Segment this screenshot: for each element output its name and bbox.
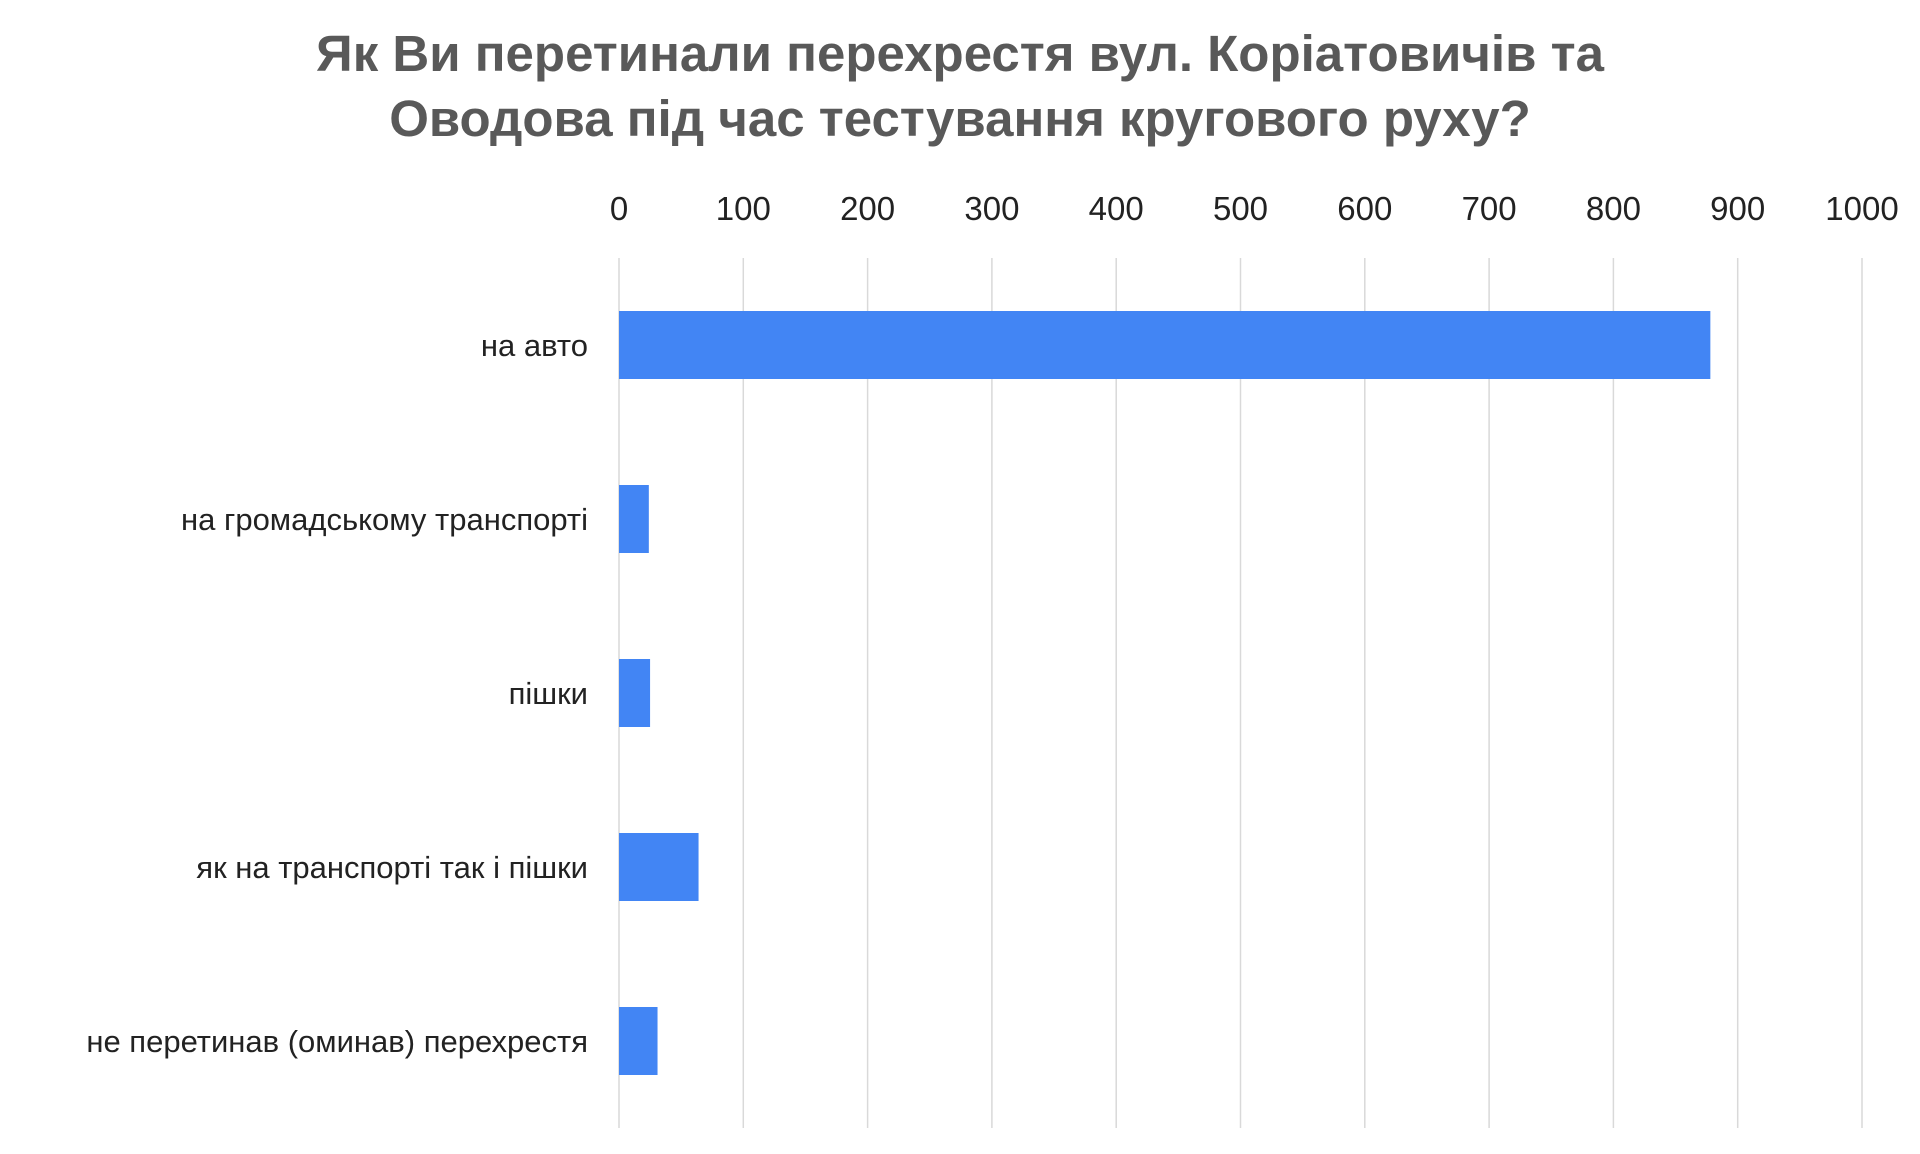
bar-2	[619, 485, 649, 553]
x-tick-label-800: 800	[1586, 190, 1641, 227]
x-tick-label-700: 700	[1462, 190, 1517, 227]
bar-1	[619, 311, 1711, 379]
category-labels: на авто на громадському транспорті пішки як…	[86, 328, 588, 1059]
x-axis-tick-labels: 0 100 200 300 400 500 600 700 800 900 1000	[610, 190, 1899, 227]
x-tick-label-200: 200	[840, 190, 895, 227]
x-tick-label-300: 300	[964, 190, 1019, 227]
bars	[619, 311, 1711, 1075]
chart-title: Як Ви перетинали перехрестя вул. Коріато…	[316, 25, 1605, 147]
x-tick-label-500: 500	[1213, 190, 1268, 227]
category-label-5: не перетинав (оминав) перехрестя	[86, 1024, 588, 1059]
x-tick-label-1000: 1000	[1825, 190, 1898, 227]
x-tick-label-400: 400	[1089, 190, 1144, 227]
x-tick-label-900: 900	[1710, 190, 1765, 227]
category-label-1: на авто	[481, 328, 588, 363]
gridlines	[618, 258, 1863, 1128]
category-label-4: як на транспорті так і пішки	[196, 850, 588, 885]
category-label-3: пішки	[509, 676, 588, 711]
x-tick-label-100: 100	[716, 190, 771, 227]
x-tick-label-0: 0	[610, 190, 628, 227]
bar-3	[619, 659, 651, 727]
bar-5	[619, 1007, 658, 1075]
bar-4	[619, 833, 699, 901]
chart-title-line-1: Як Ви перетинали перехрестя вул. Коріато…	[316, 25, 1605, 82]
category-label-2: на громадському транспорті	[181, 502, 588, 537]
x-tick-label-600: 600	[1337, 190, 1392, 227]
chart-title-line-2: Оводова під час тестування кругового рух…	[389, 90, 1531, 147]
